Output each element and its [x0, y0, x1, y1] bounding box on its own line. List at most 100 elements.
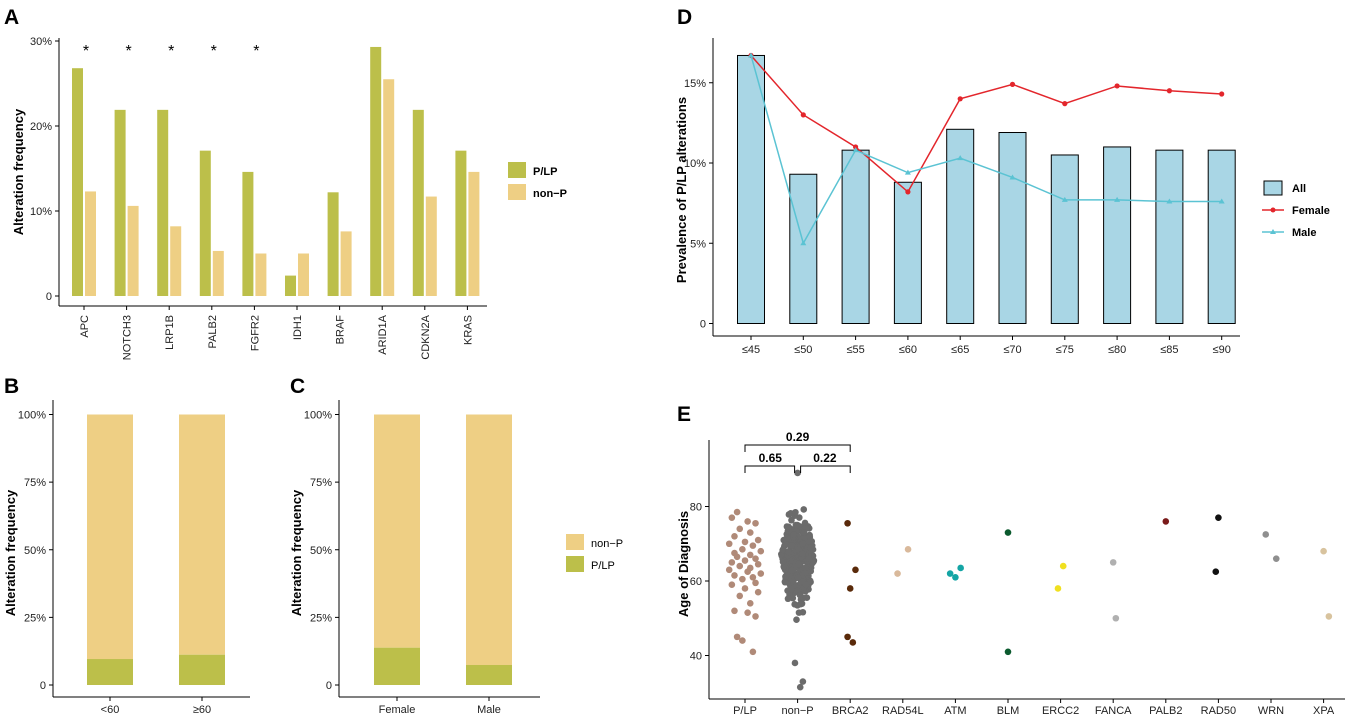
bar-nonp-apc	[85, 191, 96, 296]
point-nonp	[802, 581, 810, 589]
panel-d-ytick-label: 5%	[690, 238, 706, 250]
point-plp	[739, 546, 746, 553]
point-female	[1062, 101, 1068, 107]
point-plp	[733, 633, 741, 641]
panel-b-bar-nonp	[179, 414, 225, 655]
point-nonp	[800, 529, 808, 536]
point-plp	[757, 547, 765, 555]
panel-d-xtick-label: ≤85	[1160, 344, 1178, 356]
legend-label-nonp-c: non−P	[591, 538, 623, 550]
point-plp	[728, 559, 736, 566]
panel-label-c: C	[290, 375, 305, 398]
point-xpa	[1320, 547, 1327, 555]
point-atm	[946, 570, 954, 577]
point-fanca	[1109, 559, 1117, 566]
point-male	[1009, 174, 1016, 180]
point-plp	[739, 575, 746, 583]
panel-a-xtick-label: CDKN2A	[420, 314, 432, 359]
bar-nonp-braf	[340, 231, 352, 296]
panel-a-xtick-label: ARID1A	[377, 314, 389, 354]
point-male	[904, 169, 911, 175]
point-plp	[754, 536, 762, 544]
point-rad50	[1212, 568, 1220, 575]
point-nonp	[795, 560, 803, 568]
point-nonp	[794, 469, 801, 477]
legend-marker-male	[1270, 229, 1276, 234]
point-nonp	[783, 523, 791, 530]
bar-all-0	[737, 54, 765, 325]
panel-label-a: A	[4, 6, 19, 29]
panel-c-legend: non−P P/LP	[566, 534, 623, 572]
point-female	[800, 112, 806, 118]
panel-c-ytick-label: 50%	[310, 545, 332, 557]
point-male	[1061, 196, 1068, 202]
panel-c-xtick-label: Male	[477, 704, 501, 714]
legend-swatch-nonp	[508, 184, 526, 200]
bar-plp-idh1	[285, 275, 296, 296]
point-nonp	[800, 506, 808, 513]
point-rad50	[1215, 514, 1222, 521]
panel-d-xtick-label: ≤75	[1056, 344, 1074, 356]
point-wrn	[1272, 555, 1280, 562]
point-male	[957, 155, 964, 161]
point-plp	[741, 538, 749, 546]
panel-b-bar-nonp	[87, 414, 133, 660]
panel-e-xtick-label: BLM	[997, 705, 1020, 714]
panel-a-xtick-label: BRAF	[335, 315, 347, 345]
point-plp	[744, 609, 751, 616]
panel-a-xtick-label: KRAS	[462, 315, 474, 345]
point-nonp	[795, 609, 803, 616]
panel-a-xtick-label: NOTCH3	[122, 315, 134, 360]
panel-e-xtick-label: RAD54L	[882, 705, 924, 714]
panel-c-ytick-label: 25%	[310, 612, 332, 624]
legend-label-plp-c: P/LP	[591, 560, 615, 572]
point-plp	[736, 562, 744, 570]
panel-d-ylabel: Prevalence of P/LP alterations	[674, 97, 689, 283]
point-nonp	[788, 542, 796, 549]
point-plp	[728, 581, 736, 589]
point-female	[1166, 88, 1172, 94]
point-plp	[725, 566, 733, 574]
point-male	[1166, 198, 1173, 204]
point-plp	[752, 613, 759, 620]
point-male	[1218, 198, 1225, 204]
bracket-nonp-brca2	[800, 465, 851, 473]
legend-swatch-plp-c	[566, 556, 584, 572]
point-xpa	[1325, 613, 1333, 620]
bar-plp-braf	[327, 192, 339, 296]
point-plp	[749, 573, 757, 581]
significance-star: *	[83, 43, 89, 60]
point-plp	[757, 570, 765, 577]
point-nonp	[781, 578, 789, 586]
panel-e-ytick-label: 80	[690, 502, 702, 514]
panel-e-chart: Age of Diagnosis 40 60 80 P/LP non−P BRCA2 RAD…	[676, 430, 1345, 714]
point-nonp	[799, 550, 806, 557]
point-nonp	[790, 531, 797, 538]
point-plp	[736, 592, 744, 600]
point-brca2	[844, 633, 851, 641]
panel-c-ylabel: Alteration frequency	[289, 489, 304, 616]
point-plp	[744, 568, 751, 575]
pvalue-label: 0.22	[813, 451, 837, 465]
point-blm	[1004, 648, 1012, 656]
bar-plp-cdkn2a	[412, 109, 424, 296]
panel-d-xtick-label: ≤60	[899, 344, 917, 356]
bar-all-2	[841, 149, 870, 324]
panel-e-xtick-label: WRN	[1258, 705, 1284, 714]
bar-nonp-cdkn2a	[425, 196, 437, 296]
point-female	[905, 189, 911, 195]
panel-e-xtick-label: FANCA	[1095, 705, 1132, 714]
point-nonp	[779, 545, 787, 553]
pvalue-label: 0.65	[759, 451, 783, 465]
point-nonp	[792, 508, 799, 516]
bar-all-9	[1207, 149, 1236, 324]
panel-e-xtick-label: non−P	[782, 705, 814, 714]
point-nonp	[791, 659, 799, 667]
point-male	[748, 52, 754, 58]
legend-label-male: Male	[1292, 227, 1316, 239]
panel-a-legend: P/LP non−P	[508, 162, 567, 200]
bracket-plp-brca2	[744, 444, 851, 452]
point-female	[957, 96, 963, 102]
point-nonp	[807, 544, 814, 552]
